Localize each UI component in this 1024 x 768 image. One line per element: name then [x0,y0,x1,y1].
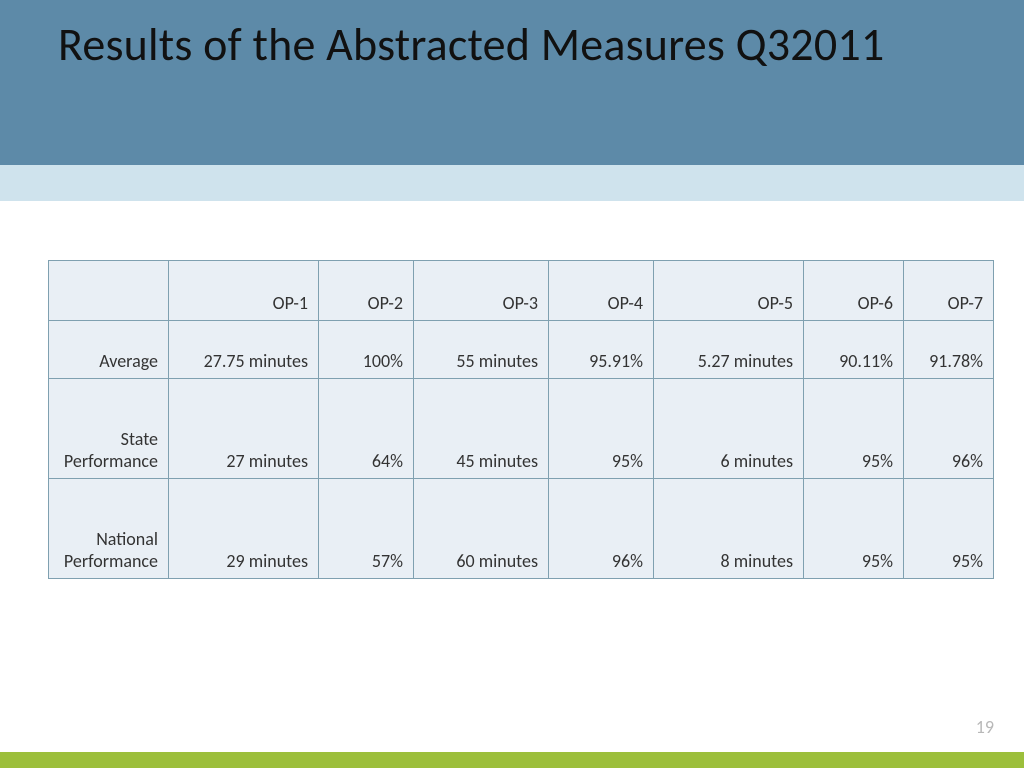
title-band: Results of the Abstracted Measures Q3201… [0,0,1024,201]
slide: { "colors": { "title_band_bg": "#5d8aa8"… [0,0,1024,768]
row-label: National Performance [49,479,169,579]
table-cell: 95% [549,379,654,479]
table-cell: 29 minutes [169,479,319,579]
table-header-cell: OP-2 [319,261,414,321]
table-header-cell: OP-4 [549,261,654,321]
table-header-cell: OP-7 [904,261,994,321]
slide-title: Results of the Abstracted Measures Q3201… [58,18,976,72]
table-cell: 96% [549,479,654,579]
table-cell: 45 minutes [414,379,549,479]
table-cell: 27.75 minutes [169,321,319,379]
row-label: State Performance [49,379,169,479]
table-cell: 95% [804,479,904,579]
table-header-cell: OP-1 [169,261,319,321]
table-header-row: OP-1 OP-2 OP-3 OP-4 OP-5 OP-6 OP-7 [49,261,994,321]
table-row: National Performance 29 minutes 57% 60 m… [49,479,994,579]
table-cell: 57% [319,479,414,579]
table-cell: 27 minutes [169,379,319,479]
table-cell: 95% [804,379,904,479]
title-sub-band [0,165,1024,201]
table-cell: 8 minutes [654,479,804,579]
table-row: Average 27.75 minutes 100% 55 minutes 95… [49,321,994,379]
table-cell: 96% [904,379,994,479]
table-cell: 64% [319,379,414,479]
footer-accent-bar [0,752,1024,768]
table-header-cell: OP-5 [654,261,804,321]
table-header-cell: OP-6 [804,261,904,321]
table-cell: 6 minutes [654,379,804,479]
table-cell: 90.11% [804,321,904,379]
title-main-band: Results of the Abstracted Measures Q3201… [0,0,1024,165]
measures-table: OP-1 OP-2 OP-3 OP-4 OP-5 OP-6 OP-7 Avera… [48,260,994,579]
row-label: Average [49,321,169,379]
table-cell: 60 minutes [414,479,549,579]
table-cell: 55 minutes [414,321,549,379]
table-cell: 5.27 minutes [654,321,804,379]
table-row: State Performance 27 minutes 64% 45 minu… [49,379,994,479]
table-header-cell: OP-3 [414,261,549,321]
table-cell: 100% [319,321,414,379]
page-number: 19 [976,716,994,738]
table-cell: 95% [904,479,994,579]
table-header-cell [49,261,169,321]
content-area: OP-1 OP-2 OP-3 OP-4 OP-5 OP-6 OP-7 Avera… [48,260,976,579]
table-cell: 91.78% [904,321,994,379]
table-cell: 95.91% [549,321,654,379]
